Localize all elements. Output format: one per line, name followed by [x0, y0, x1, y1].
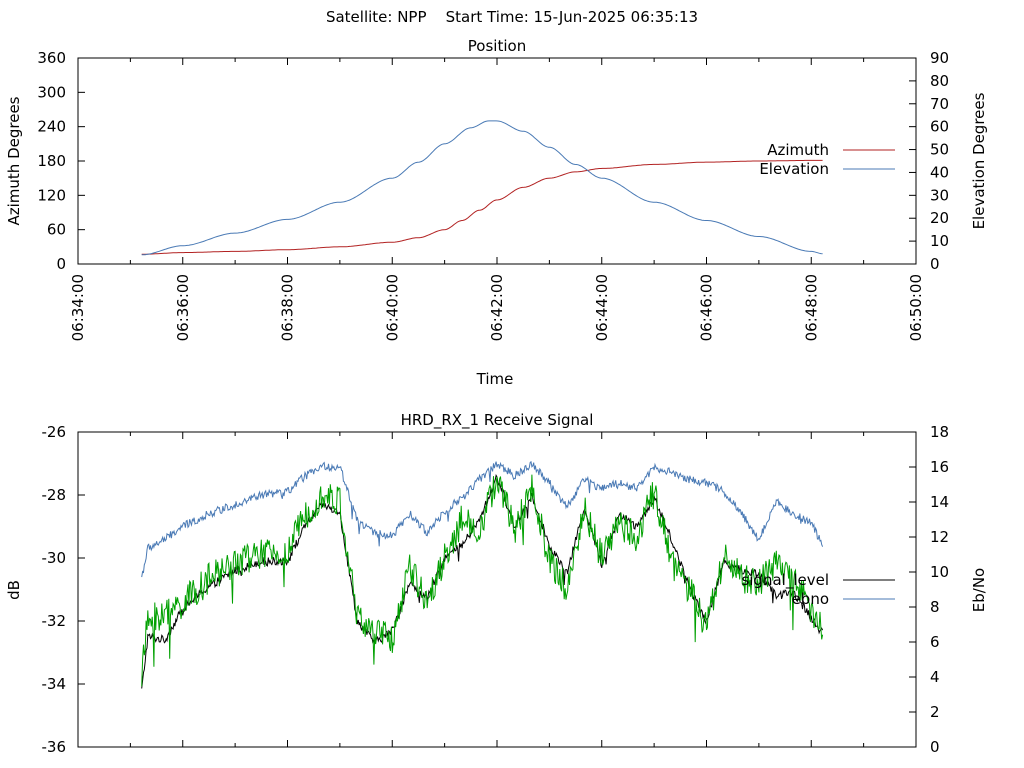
position-y-tick-label: 180	[37, 152, 66, 170]
position-x-axis-label: Time	[476, 370, 514, 388]
position-y2-axis-label: Elevation Degrees	[970, 92, 988, 229]
signal-y-tick-label: -30	[42, 549, 67, 567]
signal-y-tick-label: -34	[42, 675, 67, 693]
signal-y2-tick-label: 10	[930, 563, 949, 581]
position-x-tick-label: 06:44:00	[593, 274, 611, 341]
signal-y-tick-label: -32	[42, 612, 67, 630]
position-y2-tick-label: 10	[930, 232, 949, 250]
signal-y2-tick-label: 14	[930, 493, 949, 511]
signal-y2-tick-label: 8	[930, 598, 940, 616]
position-y2-tick-label: 60	[930, 118, 949, 136]
signal-y-tick-label: -36	[42, 738, 67, 756]
position-x-tick-label: 06:46:00	[698, 274, 716, 341]
receive-signal-chart: HRD_RX_1 Receive Signal -36 -34 -32 -30 -28 -…	[5, 411, 988, 756]
position-y-tick-label: 360	[37, 49, 66, 67]
position-series-elevation	[141, 120, 823, 256]
position-y-axis-label: Azimuth Degrees	[5, 96, 23, 225]
position-y2-tick-label: 0	[930, 255, 940, 273]
signal-y-tick-label: -28	[42, 486, 67, 504]
position-legend-label: Azimuth	[767, 141, 829, 159]
position-x-tick-label: 06:40:00	[383, 274, 401, 341]
position-chart: Position 0 60 120 180 240 300 360 0 10 20 30 40 50 6…	[5, 37, 988, 388]
position-y2-tick-label: 90	[930, 49, 949, 67]
figure-header: Satellite: NPP Start Time: 15-Jun-2025 0…	[326, 8, 698, 26]
signal-y2-tick-label: 12	[930, 528, 949, 546]
position-y2-tick-label: 50	[930, 141, 949, 159]
position-y2-tick-label: 40	[930, 163, 949, 181]
signal-y-tick-label: -26	[42, 423, 67, 441]
signal-y2-tick-label: 0	[930, 738, 940, 756]
position-series-azimuth	[141, 159, 823, 255]
position-chart-title: Position	[468, 37, 526, 55]
position-y-tick-label: 300	[37, 83, 66, 101]
position-y2-tick-label: 80	[930, 72, 949, 90]
signal-legend-label: signal_level	[741, 571, 829, 590]
position-x-tick-label: 06:50:00	[907, 274, 925, 341]
position-legend-label: Elevation	[759, 160, 829, 178]
signal-series-signal-level	[141, 474, 824, 689]
signal-y2-tick-label: 4	[930, 668, 940, 686]
signal-y2-axis-label: Eb/No	[970, 568, 988, 612]
position-x-tick-label: 06:48:00	[802, 274, 820, 341]
signal-y2-tick-label: 6	[930, 633, 940, 651]
position-y-tick-label: 60	[47, 221, 66, 239]
position-y-tick-label: 240	[37, 118, 66, 136]
signal-y-axis-label: dB	[5, 580, 23, 600]
position-y2-tick-label: 30	[930, 186, 949, 204]
position-y-tick-label: 120	[37, 186, 66, 204]
signal-y2-tick-label: 2	[930, 703, 940, 721]
position-x-tick-label: 06:42:00	[488, 274, 506, 341]
signal-series-line2	[141, 460, 824, 578]
position-x-tick-label: 06:36:00	[174, 274, 192, 341]
position-x-tick-label: 06:38:00	[279, 274, 297, 341]
signal-y2-tick-label: 16	[930, 458, 949, 476]
position-y2-tick-label: 20	[930, 209, 949, 227]
signal-legend-label: ebno	[792, 590, 829, 608]
signal-series-ebno	[141, 474, 824, 687]
signal-y2-tick-label: 18	[930, 423, 949, 441]
position-x-tick-label: 06:34:00	[69, 274, 87, 341]
signal-chart-title: HRD_RX_1 Receive Signal	[401, 411, 594, 430]
position-y-tick-label: 0	[56, 255, 66, 273]
position-y2-tick-label: 70	[930, 95, 949, 113]
